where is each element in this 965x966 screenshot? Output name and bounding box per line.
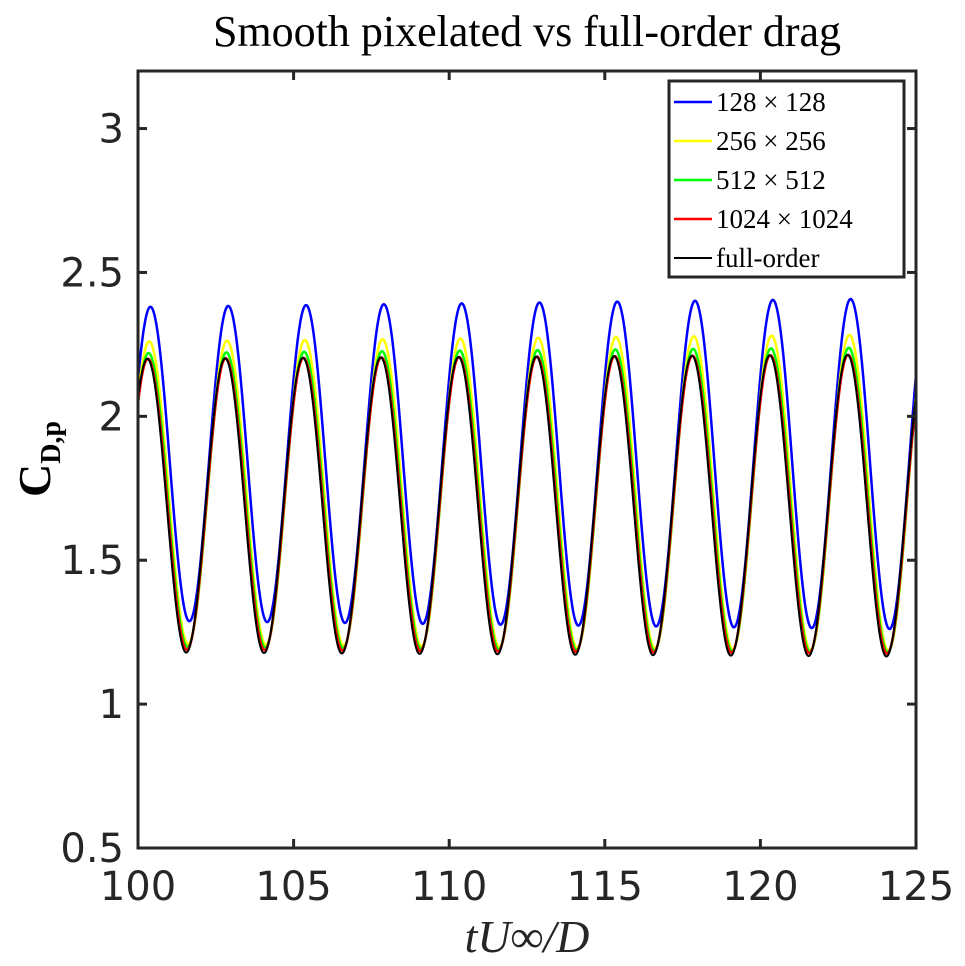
- x-tick-label-5: 125: [878, 864, 954, 910]
- y-tick-label-1: 1: [99, 682, 124, 728]
- x-tick-label-2: 110: [411, 864, 487, 910]
- y-tick-label-3: 2: [99, 394, 124, 440]
- x-tick-label-1: 105: [255, 864, 331, 910]
- y-tick-label-5: 3: [99, 107, 124, 153]
- x-tick-label-3: 115: [567, 864, 643, 910]
- y-tick-label-2: 1.5: [60, 538, 124, 584]
- legend-label-2: 512 × 512: [716, 165, 826, 195]
- y-tick-labels: 0.5 1 1.5 2 2.5 3: [60, 107, 124, 872]
- x-tick-label-0: 100: [100, 864, 176, 910]
- legend-label-0: 128 × 128: [716, 87, 826, 117]
- series-line-4: [137, 353, 917, 658]
- chart-title: Smooth pixelated vs full-order drag: [213, 7, 841, 56]
- y-axis-label-sub: D,p: [36, 421, 67, 464]
- y-tick-label-4: 2.5: [60, 250, 124, 296]
- x-axis-label: tU∞/D: [465, 911, 590, 962]
- series-line-0: [136, 297, 918, 631]
- y-axis-label-main: C: [9, 464, 60, 497]
- legend-label-3: 1024 × 1024: [716, 204, 853, 234]
- legend-label-1: 256 × 256: [716, 126, 826, 156]
- y-axis-label: CD,p: [9, 421, 67, 497]
- x-tick-labels: 100 105 110 115 120 125: [100, 864, 954, 910]
- plot-frame: [136, 69, 918, 850]
- legend: 128 × 128 256 × 256 512 × 512 1024 × 1024 fu…: [667, 79, 906, 279]
- x-tick-label-4: 120: [722, 864, 798, 910]
- svg-text:CD,p: CD,p: [9, 421, 67, 497]
- y-tick-label-0: 0.5: [60, 826, 124, 872]
- legend-label-4: full-order: [716, 243, 819, 273]
- series-lines: [136, 297, 918, 658]
